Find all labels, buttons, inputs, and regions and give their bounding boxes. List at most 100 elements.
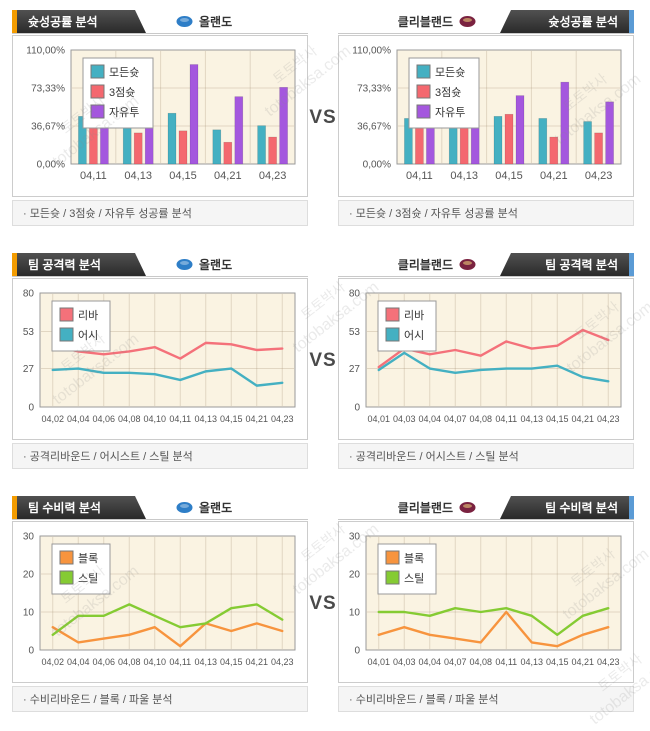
comparison-row-defense: 팀 수비력 분석 올랜도 0 10 20 30 04,02 04,04 04,06 04,08… — [12, 496, 638, 712]
section-tab: 팀 수비력 분석 — [500, 496, 634, 519]
panel-header: 팀 수비력 분석 올랜도 — [12, 496, 308, 520]
panel-header: 팀 공격력 분석 올랜도 — [12, 253, 308, 277]
stat-panel-left-defense: 팀 수비력 분석 올랜도 0 10 20 30 04,02 04,04 04,06 04,08… — [12, 496, 308, 712]
svg-text:04,04: 04,04 — [418, 657, 441, 667]
svg-text:04,03: 04,03 — [393, 414, 416, 424]
svg-text:20: 20 — [23, 570, 35, 581]
orange-accent-bar — [12, 496, 17, 519]
chart-card: 0 27 53 80 04,02 04,04 04,06 04,08 04,10 04,11 04,… — [12, 278, 308, 440]
team-name: 클리블랜드 — [397, 501, 453, 515]
chart-card: 0,00% 36,67% 73,33% 110,00% 04,11 04,13 04,15 0… — [12, 35, 308, 197]
caption-bar: · 모든슛 / 3점슛 / 자유투 성공률 분석 — [12, 200, 308, 226]
svg-text:110,00%: 110,00% — [26, 46, 65, 57]
section-tab: 팀 수비력 분석 — [12, 496, 146, 519]
svg-text:73,33%: 73,33% — [357, 84, 391, 95]
svg-text:04,04: 04,04 — [67, 414, 90, 424]
svg-text:80: 80 — [23, 289, 35, 300]
svg-text:스틸: 스틸 — [404, 572, 424, 585]
svg-text:3점슛: 3점슛 — [109, 86, 135, 99]
orange-accent-bar — [12, 10, 17, 33]
svg-text:04,13: 04,13 — [194, 414, 217, 424]
svg-text:04,08: 04,08 — [118, 414, 141, 424]
svg-text:04,08: 04,08 — [469, 414, 492, 424]
svg-text:04,11: 04,11 — [495, 657, 517, 667]
team-name: 클리블랜드 — [397, 258, 453, 272]
svg-text:04,21: 04,21 — [571, 657, 594, 667]
panel-header: 클리블랜드 팀 수비력 분석 — [338, 496, 634, 520]
comparison-row-offense: 팀 공격력 분석 올랜도 0 27 53 80 04,02 04,04 04,06 04,08… — [12, 253, 638, 469]
svg-text:어시: 어시 — [404, 329, 424, 342]
svg-text:04,23: 04,23 — [597, 657, 620, 667]
team-label: 올랜도 — [176, 10, 232, 33]
svg-text:04,13: 04,13 — [194, 657, 217, 667]
svg-text:04,15: 04,15 — [546, 657, 569, 667]
svg-text:04,13: 04,13 — [520, 657, 543, 667]
caption-bar: · 수비리바운드 / 블록 / 파울 분석 — [338, 686, 634, 712]
svg-text:자유투: 자유투 — [109, 106, 139, 119]
stat-panel-right-defense: 클리블랜드 팀 수비력 분석 0 10 20 30 04,01 04,03 04,04 04,… — [338, 496, 634, 712]
svg-text:0: 0 — [28, 646, 34, 657]
svg-text:80: 80 — [349, 289, 361, 300]
vs-label: VS — [309, 107, 337, 128]
svg-text:04,15: 04,15 — [495, 170, 523, 182]
stat-panel-left-shooting: 슛성공률 분석 올랜도 0,00% 36,67% 73,33% 110,00% 04,1… — [12, 10, 308, 226]
svg-text:04,13: 04,13 — [520, 414, 543, 424]
svg-text:모든슛: 모든슛 — [435, 66, 465, 79]
stat-panel-left-offense: 팀 공격력 분석 올랜도 0 27 53 80 04,02 04,04 04,06 04,08… — [12, 253, 308, 469]
svg-text:04,23: 04,23 — [585, 170, 613, 182]
svg-text:블록: 블록 — [404, 552, 424, 565]
svg-text:04,21: 04,21 — [245, 414, 268, 424]
team-name: 올랜도 — [199, 501, 233, 515]
svg-text:04,08: 04,08 — [469, 657, 492, 667]
svg-text:04,03: 04,03 — [393, 657, 416, 667]
svg-text:04,15: 04,15 — [220, 414, 243, 424]
team-logo-icon — [176, 502, 193, 513]
svg-text:04,13: 04,13 — [450, 170, 478, 182]
svg-text:10: 10 — [23, 608, 35, 619]
svg-text:04,10: 04,10 — [143, 657, 166, 667]
svg-text:36,67%: 36,67% — [31, 121, 65, 132]
svg-text:04,11: 04,11 — [495, 414, 517, 424]
shooting-chart-right: 0,00% 36,67% 73,33% 110,00% 04,11 04,13 04,15 0… — [352, 46, 622, 182]
svg-text:27: 27 — [23, 364, 35, 375]
team-label: 올랜도 — [176, 496, 232, 519]
team-name: 클리블랜드 — [397, 15, 453, 29]
chart-card: 0,00% 36,67% 73,33% 110,00% 04,11 04,13 04,15 0… — [338, 35, 634, 197]
svg-text:110,00%: 110,00% — [352, 46, 391, 57]
caption-bar: · 수비리바운드 / 블록 / 파울 분석 — [12, 686, 308, 712]
svg-text:04,23: 04,23 — [597, 414, 620, 424]
svg-text:04,07: 04,07 — [444, 414, 467, 424]
svg-text:04,02: 04,02 — [41, 657, 64, 667]
svg-text:10: 10 — [349, 608, 361, 619]
section-tab: 팀 공격력 분석 — [12, 253, 146, 276]
blue-accent-bar — [629, 253, 634, 276]
svg-text:0: 0 — [354, 403, 360, 414]
orange-accent-bar — [12, 253, 17, 276]
chart-card: 0 10 20 30 04,01 04,03 04,04 04,07 04,08 04,11 04,… — [338, 521, 634, 683]
caption-bar: · 공격리바운드 / 어시스트 / 스틸 분석 — [338, 443, 634, 469]
svg-text:스틸: 스틸 — [78, 572, 98, 585]
svg-text:블록: 블록 — [78, 552, 98, 565]
svg-text:04,11: 04,11 — [406, 170, 433, 182]
svg-text:04,15: 04,15 — [546, 414, 569, 424]
svg-text:04,11: 04,11 — [169, 414, 191, 424]
team-logo-icon — [176, 259, 193, 270]
svg-text:3점슛: 3점슛 — [435, 86, 461, 99]
svg-text:04,04: 04,04 — [418, 414, 441, 424]
team-label: 올랜도 — [176, 253, 232, 276]
svg-text:04,13: 04,13 — [124, 170, 152, 182]
svg-text:53: 53 — [349, 327, 361, 338]
panel-header: 슛성공률 분석 올랜도 — [12, 10, 308, 34]
blue-accent-bar — [629, 10, 634, 33]
section-tab-label: 슛성공률 분석 — [28, 15, 98, 29]
svg-text:04,21: 04,21 — [245, 657, 268, 667]
svg-text:27: 27 — [349, 364, 361, 375]
svg-text:30: 30 — [23, 532, 35, 543]
team-name: 올랜도 — [199, 15, 233, 29]
panel-header: 클리블랜드 슛성공률 분석 — [338, 10, 634, 34]
caption-bar: · 공격리바운드 / 어시스트 / 스틸 분석 — [12, 443, 308, 469]
svg-text:0,00%: 0,00% — [363, 160, 391, 171]
svg-text:04,02: 04,02 — [41, 414, 64, 424]
